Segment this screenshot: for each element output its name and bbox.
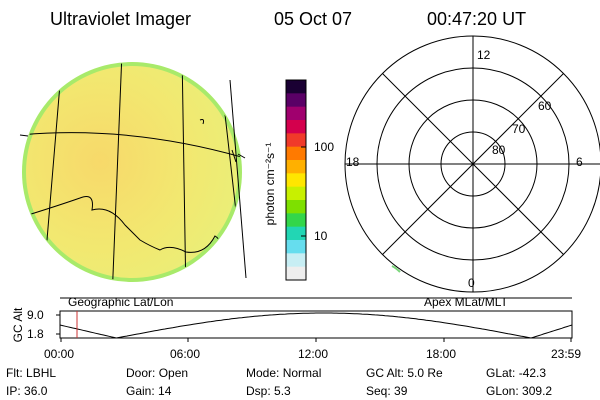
- mlt-label-18: 18: [346, 155, 360, 169]
- colorbar-swatch: [286, 106, 306, 121]
- colorbar-unit-label: photon cm⁻²s⁻¹: [263, 142, 277, 226]
- mlt-label-6: 6: [576, 155, 583, 169]
- mlt-label-0: 0: [468, 276, 475, 290]
- geographic-image: [19, 62, 247, 282]
- colorbar-swatch: [286, 226, 306, 241]
- info-glat: GLat: -42.3: [486, 366, 547, 380]
- mlat-label-80: 80: [492, 143, 506, 157]
- altitude-ytick-1-8: 1.8: [27, 327, 44, 341]
- geo-grid-extensions: [19, 79, 247, 279]
- colorbar-swatch: [286, 200, 306, 214]
- polar-data-fragment: [391, 265, 401, 273]
- altitude-curve: [59, 312, 573, 339]
- xtick-1200: 12:00: [298, 347, 329, 361]
- info-gain: Gain: 14: [126, 384, 172, 398]
- earth-disk: [26, 66, 238, 278]
- mlat-label-70: 70: [512, 122, 526, 136]
- date-label: 05 Oct 07: [274, 9, 353, 29]
- altitude-ytick-9: 9.0: [27, 308, 44, 322]
- colorbar-swatch: [286, 160, 306, 174]
- colorbar-swatch: [286, 120, 306, 134]
- colorbar-swatch: [286, 173, 306, 188]
- mlt-label-12: 12: [477, 48, 491, 62]
- mlt-diagonal-2: [382, 73, 564, 255]
- mlat-mlt-grid: [344, 35, 600, 293]
- xtick-0600: 06:00: [170, 347, 201, 361]
- colorbar-tick-10: 10: [314, 229, 328, 243]
- colorbar-swatch: [286, 186, 306, 201]
- colorbar-tick-100: 100: [314, 140, 335, 154]
- info-mode: Mode: Normal: [246, 366, 322, 380]
- info-gc-alt: GC Alt: 5.0 Re: [366, 366, 443, 380]
- colorbar-swatch: [286, 266, 306, 281]
- info-glon: GLon: 309.2: [486, 384, 553, 398]
- altitude-y-ticks: [56, 314, 60, 335]
- info-dsp: Dsp: 5.3: [246, 384, 291, 398]
- info-filter: Flt: LBHL: [6, 366, 57, 380]
- altitude-x-ticks: [60, 338, 572, 342]
- apex-caption: Apex MLat/MLT: [424, 295, 508, 309]
- altitude-ylabel: GC Alt: [11, 307, 25, 343]
- colorbar-swatch: [286, 146, 306, 161]
- instrument-title: Ultraviolet Imager: [50, 9, 192, 29]
- info-seq: Seq: 39: [366, 384, 408, 398]
- geographic-caption: Geographic Lat/Lon: [68, 295, 174, 309]
- colorbar-swatch: [286, 80, 306, 94]
- colorbar-swatch: [286, 253, 306, 268]
- colorbar-swatch: [286, 93, 306, 108]
- xtick-2359: 23:59: [551, 347, 582, 361]
- xtick-1800: 18:00: [426, 347, 457, 361]
- mlat-label-60: 60: [538, 99, 552, 113]
- xtick-0000: 00:00: [44, 347, 75, 361]
- time-label: 00:47:20 UT: [427, 9, 527, 29]
- colorbar-swatch: [286, 213, 306, 228]
- colorbar: [285, 79, 307, 281]
- colorbar-ticks: [301, 146, 306, 237]
- colorbar-frame: [285, 79, 307, 281]
- colorbar-swatch: [286, 133, 306, 148]
- info-door: Door: Open: [126, 366, 189, 380]
- colorbar-swatch: [286, 240, 306, 254]
- info-ip: IP: 36.0: [6, 384, 48, 398]
